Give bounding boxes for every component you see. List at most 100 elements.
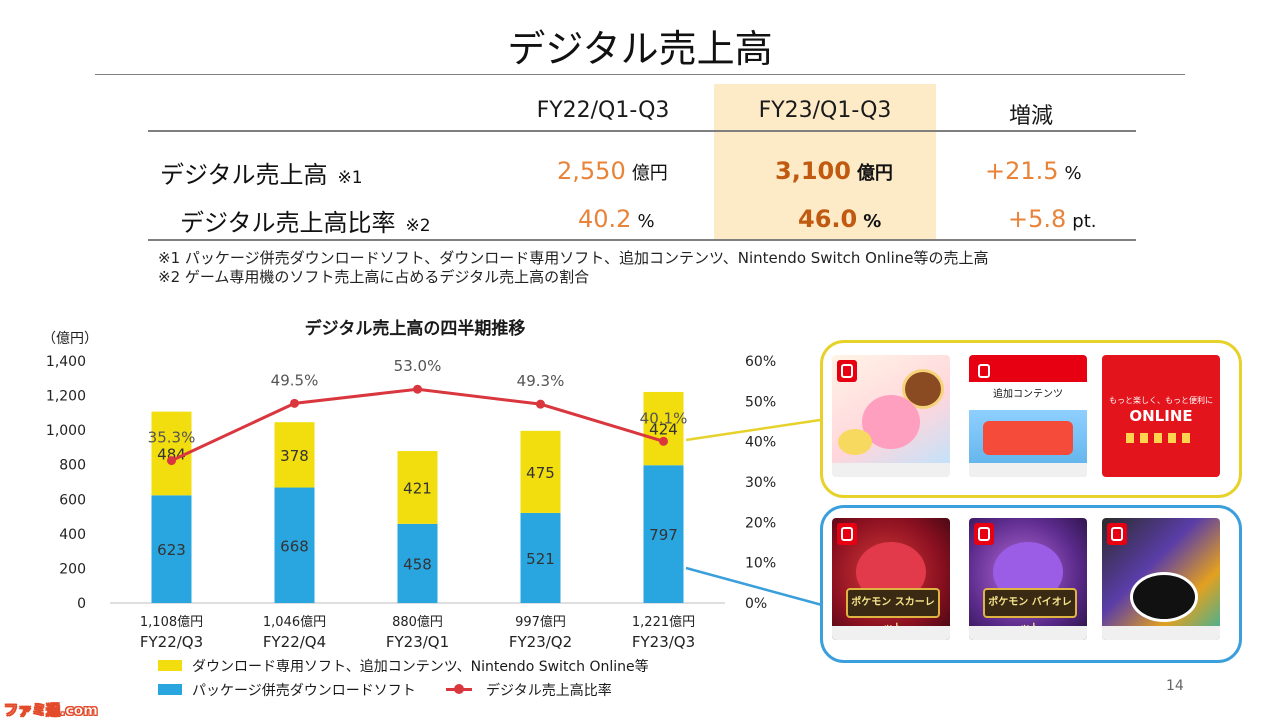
bar-value-label: 797 [649,526,678,544]
x-tick-label: FY23/Q2 [509,633,572,651]
bar-value-label: 378 [280,447,309,465]
bar-value-label: 475 [526,464,555,482]
y-tick-label: 200 [59,561,86,577]
y-tick-label: 0 [77,596,86,612]
bar-value-label: 484 [157,445,186,463]
cell-unit: % [863,211,882,232]
cell-unit: % [637,211,655,232]
bar-value-label: 668 [280,537,309,555]
row-label-text: デジタル売上高比率 [180,209,396,237]
game-title-logo: ポケモン スカーレット [846,588,940,634]
footnote-2: ※2 ゲーム専用機のソフト売上高に占めるデジタル売上高の割合 [158,268,590,286]
x-tick-label: FY23/Q1 [386,633,449,651]
bar-package-download [151,495,192,603]
connector-download-only [685,418,821,442]
switch-logo-icon [1107,523,1127,545]
game-title-logo: ポケモン バイオレット [983,588,1077,634]
legend-label-package-download: パッケージ併売ダウンロードソフト [192,683,416,699]
ratio-value-label: 35.3% [148,429,196,447]
bar-download-only [397,451,438,524]
bar-download-only [274,422,315,488]
row-label-digital-sales: デジタル売上高 ※1 [160,155,363,190]
legend-swatch-download-only [158,660,182,671]
y-tick-label: 400 [59,527,86,543]
x-tick-label: FY22/Q4 [263,633,326,651]
bar-package-download [643,465,684,603]
ratio-point [413,384,422,394]
quarterly-digital-sales-chart: （億円） 0 200 400 600 800 1,000 1,200 1,400 0% 10% 20%… [42,331,776,651]
card-tagline: もっと楽しく、もっと便利に [1109,396,1213,405]
product-card-pokemon-scarlet: ポケモン スカーレット [832,518,950,640]
cell-sales-fy22: 2,550 億円 [557,157,668,185]
highlight-column [714,84,936,240]
footnote-1: ※1 パッケージ併売ダウンロードソフト、ダウンロード専用ソフト、追加コンテンツ、… [158,249,989,267]
bar-value-label: 458 [403,555,432,573]
card-footer [832,626,950,640]
ratio-point [536,399,545,409]
y-tick-label: 1,000 [46,423,86,439]
product-card-pokemon-violet: ポケモン バイオレット [969,518,1087,640]
bar-value-label: 424 [649,421,678,439]
legend-swatch-package-download [158,684,182,695]
switch-logo-icon [974,523,994,545]
cell-value: 2,550 [557,157,626,185]
ratio-value-label: 49.5% [271,371,319,389]
kart-racers-icon [983,421,1073,455]
column-header-fy22: FY22/Q1-Q3 [536,98,670,123]
bar-total-label: 997億円 [515,614,566,630]
switch-logo-icon [837,523,857,545]
bar-package-download [397,523,438,603]
watermark-logo: ファミ通.com [4,703,98,720]
cell-value: 40.2 [578,205,632,233]
row-label-digital-ratio: デジタル売上高比率 ※2 [180,203,431,238]
product-card-kirby [832,355,950,477]
cell-value: +21.5 [985,157,1059,185]
cell-ratio-fy23: 46.0% [798,205,881,233]
table-bottom-rule [148,239,1136,241]
cell-ratio-change: +5.8 pt. [1008,205,1097,233]
bar-package-download [274,487,315,603]
y2-tick-label: 10% [745,556,776,572]
bar-download-only [520,430,561,513]
cell-unit: pt. [1072,211,1097,232]
card-footer [969,463,1087,477]
cell-unit: % [1064,163,1082,184]
y2-tick-label: 0% [745,596,767,612]
cell-value: +5.8 [1008,205,1067,233]
page-number: 14 [1166,678,1184,694]
online-logo: ONLINE [1129,407,1193,425]
row-label-text: デジタル売上高 [160,161,328,189]
table-header-rule [148,130,1136,132]
column-header-fy23: FY23/Q1-Q3 [758,98,892,123]
legend-label-ratio: デジタル売上高比率 [486,683,612,699]
legend-label-download-only: ダウンロード専用ソフト、追加コンテンツ、Nintendo Switch Onli… [192,659,649,675]
ratio-value-label: 40.1% [640,409,688,427]
splatoon-logo-icon [1130,572,1198,622]
y-tick-label: 600 [59,492,86,508]
cell-unit: 億円 [631,163,668,184]
cake-icon [838,429,872,455]
bar-total-label: 1,108億円 [140,614,203,630]
switch-logo-icon [974,360,994,382]
column-header-change: 増減 [1008,104,1053,129]
cell-value: 3,100 [775,157,851,185]
bar-total-label: 1,046億円 [263,614,326,630]
product-card-mario-kart-dlc: 追加コンテンツ [969,355,1087,477]
bar-download-only [643,391,684,466]
ratio-point [290,398,299,408]
y2-tick-label: 20% [745,515,776,531]
cell-sales-change: +21.5% [985,157,1082,185]
chart-title: デジタル売上高の四半期推移 [304,319,526,339]
note-ref: ※1 [337,168,363,188]
bar-total-label: 880億円 [392,614,443,630]
legend-swatch-ratio-marker [454,684,464,694]
cell-value: 46.0 [798,205,858,233]
bar-value-label: 421 [403,479,432,497]
card-footer [832,463,950,477]
x-tick-label: FY22/Q3 [140,633,203,651]
y-tick-label: 1,400 [46,354,86,370]
bar-total-label: 1,221億円 [632,614,695,630]
y-tick-label: 1,200 [46,389,86,405]
cell-sales-fy23: 3,100 億円 [775,157,893,185]
